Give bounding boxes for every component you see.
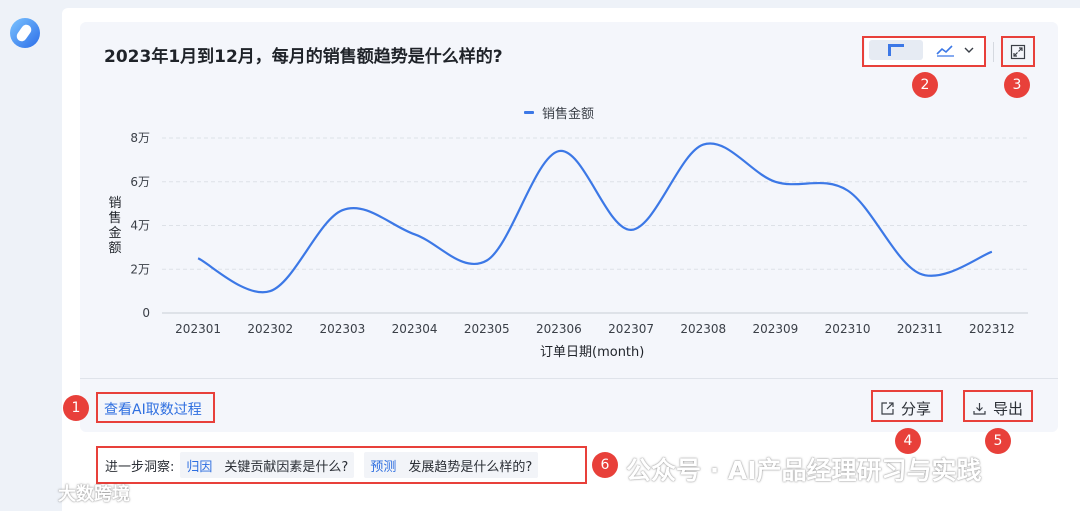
insight-tag: 预测 <box>370 459 397 475</box>
download-icon <box>973 403 986 415</box>
expand-icon <box>1010 44 1026 60</box>
annotation-badge-5: 5 <box>985 428 1011 454</box>
legend-swatch <box>524 111 534 114</box>
watermark-right: 公众号 · AI产品经理研习与实践 <box>626 456 982 485</box>
x-tick-label: 202304 <box>392 322 438 336</box>
annotation-box-6 <box>96 446 587 484</box>
insight-bar: 进一步洞察: 归因 关键贡献因素是什么? 预测 发展趋势是什么样的? <box>97 447 586 483</box>
x-tick-label: 202310 <box>825 322 871 336</box>
annotation-box-2 <box>862 36 986 67</box>
x-tick-label: 202307 <box>608 322 654 336</box>
x-tick-label: 202308 <box>680 322 726 336</box>
y-tick-label: 4万 <box>130 219 150 233</box>
app-logo[interactable] <box>10 18 40 48</box>
y-axis-label: 销售金额 <box>108 196 122 256</box>
annotation-box-3 <box>1001 36 1035 67</box>
insight-lead: 进一步洞察: <box>105 459 175 475</box>
annotation-badge-1: 1 <box>63 395 89 421</box>
x-tick-label: 202302 <box>247 322 293 336</box>
x-tick-label: 202306 <box>536 322 582 336</box>
chart-type-dropdown[interactable] <box>929 40 981 60</box>
x-tick-label: 202301 <box>175 322 221 336</box>
chart-legend[interactable]: 销售金额 <box>524 103 594 122</box>
export-label: 导出 <box>993 400 1024 418</box>
y-tick-label: 6万 <box>130 175 150 189</box>
x-tick-label: 202309 <box>753 322 799 336</box>
annotation-box-1 <box>96 392 215 423</box>
share-button[interactable]: 分享 <box>880 398 931 419</box>
annotation-badge-4: 4 <box>895 428 921 454</box>
x-tick-label: 202305 <box>464 322 510 336</box>
series-line-sales <box>197 142 993 294</box>
y-tick-label: 0 <box>142 306 150 320</box>
annotation-box-5 <box>963 390 1033 422</box>
toolbar-divider <box>993 42 994 62</box>
chart-card <box>80 22 1058 432</box>
y-tick-label: 2万 <box>130 262 150 276</box>
chart-title: 2023年1月到12月，每月的销售额趋势是什么样的? <box>104 47 503 67</box>
export-button[interactable]: 导出 <box>972 398 1023 419</box>
x-tick-label: 202311 <box>897 322 943 336</box>
annotation-badge-3: 3 <box>1004 72 1030 98</box>
insight-chip-forecast[interactable]: 预测 发展趋势是什么样的? <box>364 452 539 478</box>
chevron-down-icon <box>964 47 973 53</box>
card-divider <box>80 378 1058 379</box>
watermark-left: 大数跨境 <box>58 484 130 505</box>
annotation-badge-2: 2 <box>912 72 938 98</box>
share-icon <box>881 402 894 415</box>
table-icon <box>888 44 904 56</box>
insight-chip-attribution[interactable]: 归因 关键贡献因素是什么? <box>180 452 355 478</box>
insight-question: 关键贡献因素是什么? <box>224 459 349 475</box>
x-tick-label: 202312 <box>969 322 1015 336</box>
share-label: 分享 <box>901 400 932 418</box>
line-chart-icon <box>935 45 954 57</box>
ai-process-link[interactable]: 查看AI取数过程 <box>104 402 202 418</box>
annotation-box-4 <box>871 390 943 422</box>
x-tick-label: 202303 <box>320 322 366 336</box>
annotation-badge-6: 6 <box>592 452 618 478</box>
insight-question: 发展趋势是什么样的? <box>408 459 533 475</box>
expand-button[interactable] <box>1003 38 1033 66</box>
table-view-button[interactable] <box>869 40 923 60</box>
insight-tag: 归因 <box>186 459 213 475</box>
view-toggle <box>865 38 985 66</box>
line-chart: 0 2万 4万 6万 8万 202301 202302 202303 202304 202305 2… <box>130 131 1028 336</box>
y-tick-label: 8万 <box>130 131 150 145</box>
x-axis-label: 订单日期(month) <box>540 345 645 360</box>
legend-label: 销售金额 <box>542 107 595 122</box>
